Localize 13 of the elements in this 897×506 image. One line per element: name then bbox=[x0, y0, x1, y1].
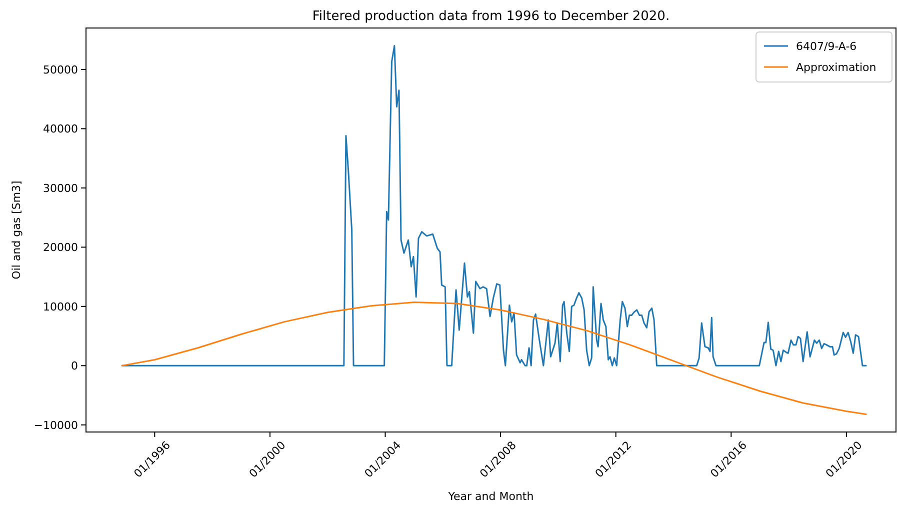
x-axis-title: Year and Month bbox=[447, 490, 534, 503]
y-axis-title: Oil and gas [Sm3] bbox=[10, 180, 23, 280]
y-tick-label: 10000 bbox=[43, 300, 78, 314]
y-tick-label: 0 bbox=[71, 360, 78, 373]
y-tick-label: 40000 bbox=[43, 122, 78, 136]
legend-label: Approximation bbox=[796, 60, 876, 74]
y-tick-label: 20000 bbox=[43, 241, 78, 254]
line-series bbox=[121, 302, 867, 415]
chart-title: Filtered production data from 1996 to December 2020. bbox=[312, 9, 670, 24]
y-tick-label: 50000 bbox=[43, 63, 78, 76]
y-tick-label: 30000 bbox=[43, 182, 78, 195]
y-tick-label: −10000 bbox=[34, 418, 78, 432]
legend-label: 6407/9-A-6 bbox=[796, 40, 857, 53]
